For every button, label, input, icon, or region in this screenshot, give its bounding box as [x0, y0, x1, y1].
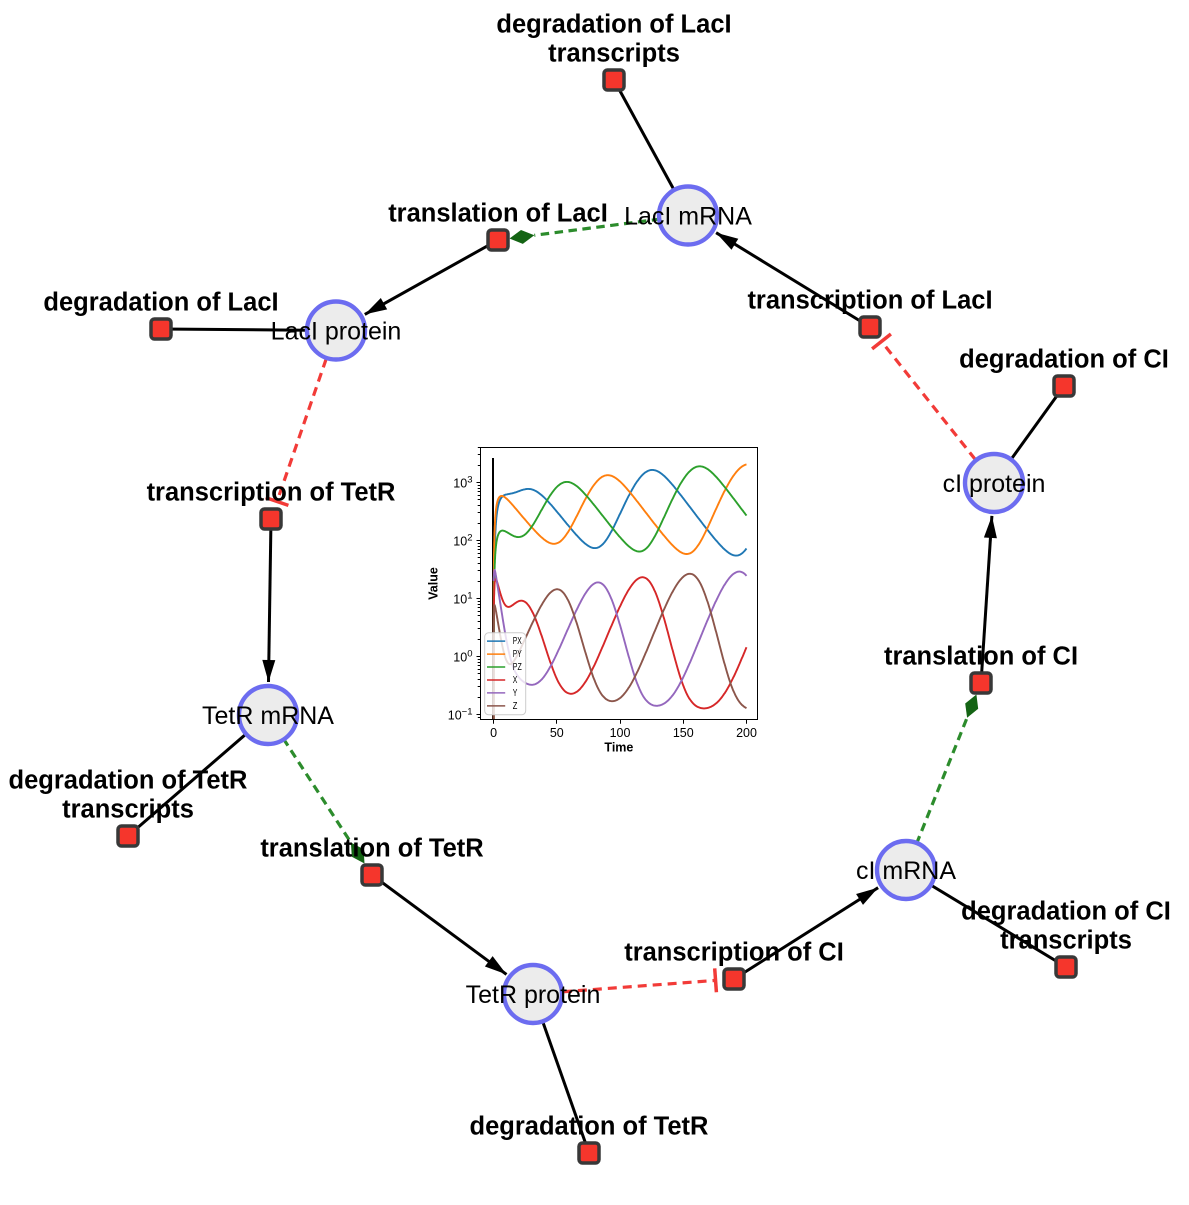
- svg-text:Time: Time: [604, 740, 633, 754]
- svg-text:transcripts: transcripts: [1000, 927, 1132, 955]
- svg-text:10−1: 10−1: [448, 707, 473, 723]
- svg-text:degradation of CI: degradation of CI: [961, 898, 1171, 926]
- svg-text:200: 200: [736, 726, 757, 740]
- svg-text:translation of CI: translation of CI: [884, 643, 1078, 671]
- svg-text:102: 102: [453, 533, 472, 549]
- svg-text:150: 150: [673, 726, 694, 740]
- svg-text:cI mRNA: cI mRNA: [856, 857, 956, 885]
- svg-text:degradation of TetR: degradation of TetR: [470, 1113, 709, 1141]
- svg-text:50: 50: [550, 726, 564, 740]
- svg-text:transcription of CI: transcription of CI: [624, 939, 844, 967]
- svg-text:cI protein: cI protein: [943, 470, 1046, 498]
- svg-text:101: 101: [453, 591, 472, 607]
- svg-text:transcription of TetR: transcription of TetR: [147, 479, 396, 507]
- svg-text:Y: Y: [513, 688, 518, 699]
- svg-text:translation of LacI: translation of LacI: [388, 200, 608, 228]
- svg-text:PX: PX: [513, 636, 522, 647]
- svg-text:X: X: [513, 675, 518, 686]
- svg-text:translation of TetR: translation of TetR: [260, 835, 483, 863]
- svg-text:100: 100: [453, 649, 472, 665]
- svg-text:PY: PY: [513, 649, 522, 660]
- svg-text:transcripts: transcripts: [62, 796, 194, 824]
- svg-text:transcripts: transcripts: [548, 40, 680, 68]
- svg-text:LacI mRNA: LacI mRNA: [624, 203, 752, 231]
- svg-text:degradation of TetR: degradation of TetR: [9, 767, 248, 795]
- svg-text:degradation of LacI: degradation of LacI: [43, 289, 278, 317]
- svg-text:degradation of CI: degradation of CI: [959, 346, 1169, 374]
- svg-text:TetR protein: TetR protein: [466, 981, 601, 1009]
- svg-text:TetR mRNA: TetR mRNA: [202, 702, 334, 730]
- svg-text:100: 100: [610, 726, 631, 740]
- svg-text:0: 0: [490, 726, 497, 740]
- svg-text:transcription of LacI: transcription of LacI: [747, 287, 992, 315]
- svg-text:Z: Z: [513, 701, 518, 712]
- svg-text:103: 103: [453, 475, 472, 491]
- svg-text:Value: Value: [427, 567, 441, 600]
- svg-text:LacI protein: LacI protein: [271, 318, 402, 346]
- svg-text:PZ: PZ: [513, 662, 522, 673]
- svg-text:degradation of LacI: degradation of LacI: [496, 11, 731, 39]
